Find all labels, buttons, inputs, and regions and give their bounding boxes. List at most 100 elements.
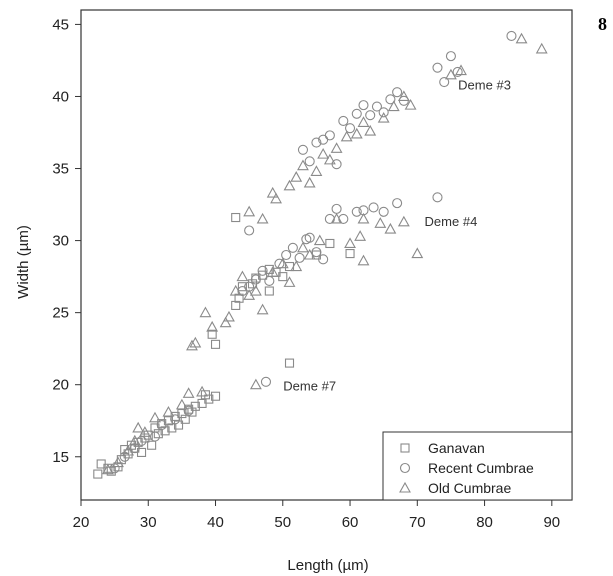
- data-point: [324, 213, 335, 225]
- data-point: [365, 110, 376, 121]
- data-point: [371, 101, 382, 112]
- data-point: [345, 249, 355, 259]
- data-point: [445, 51, 456, 62]
- data-point: [432, 192, 443, 203]
- data-point: [128, 434, 141, 446]
- data-point: [138, 426, 151, 437]
- x-tick-label: 50: [274, 514, 291, 531]
- data-point: [357, 254, 370, 266]
- data-point: [237, 282, 247, 292]
- data-point: [180, 414, 190, 424]
- legend-marker: [399, 481, 411, 493]
- series-old-cumbrae: [101, 32, 548, 475]
- data-point: [147, 440, 157, 450]
- data-point: [256, 212, 269, 224]
- data-point: [231, 300, 241, 310]
- data-point: [384, 222, 397, 234]
- data-point: [344, 237, 356, 249]
- data-point: [344, 123, 356, 134]
- data-point: [167, 423, 177, 433]
- data-point: [153, 429, 163, 439]
- data-point: [297, 144, 309, 155]
- data-point: [281, 249, 292, 261]
- y-tick-label: 45: [52, 16, 69, 33]
- data-points: [93, 30, 548, 479]
- data-point: [244, 225, 255, 236]
- x-tick-label: 20: [73, 514, 90, 531]
- data-point: [297, 241, 309, 253]
- data-point: [264, 286, 274, 296]
- data-point: [515, 32, 528, 44]
- data-point: [317, 147, 330, 159]
- data-point: [303, 176, 316, 188]
- data-point: [290, 171, 303, 182]
- legend-label: Ganavan: [428, 440, 485, 456]
- x-tick-label: 80: [476, 514, 493, 531]
- data-point: [311, 137, 322, 148]
- data-point: [204, 394, 214, 404]
- annotations: Deme #3 Deme #4 Deme #7: [283, 77, 511, 393]
- data-point: [266, 266, 279, 277]
- data-point: [350, 127, 363, 139]
- data-point: [256, 303, 269, 315]
- data-point: [149, 411, 161, 423]
- y-tick-label: 25: [52, 305, 69, 322]
- data-point: [354, 230, 367, 241]
- data-point: [219, 316, 232, 328]
- data-point: [223, 310, 235, 322]
- data-point: [331, 203, 342, 214]
- data-point: [249, 378, 262, 390]
- data-point: [199, 306, 212, 318]
- data-point: [330, 142, 343, 153]
- data-point: [378, 206, 389, 217]
- data-point: [283, 179, 296, 191]
- data-point: [506, 30, 517, 41]
- data-point: [432, 62, 443, 73]
- data-point: [250, 274, 261, 285]
- data-point: [377, 111, 390, 123]
- data-point: [294, 252, 305, 263]
- x-tick-label: 40: [207, 514, 224, 531]
- data-point: [444, 68, 457, 80]
- data-point: [182, 387, 195, 398]
- data-point: [404, 98, 417, 110]
- data-point: [229, 284, 242, 296]
- plot-border: [80, 9, 573, 501]
- data-point: [173, 420, 184, 430]
- data-point: [304, 232, 315, 243]
- data-point: [535, 42, 548, 54]
- data-point: [357, 212, 370, 224]
- data-point: [136, 447, 147, 457]
- deme-annotation: Deme #4: [425, 214, 478, 229]
- data-point: [374, 217, 387, 228]
- data-point: [183, 405, 194, 416]
- data-point: [311, 247, 322, 258]
- data-point: [236, 270, 249, 282]
- data-point: [411, 247, 424, 259]
- data-point: [310, 165, 323, 176]
- data-point: [290, 260, 303, 272]
- data-point: [351, 206, 362, 217]
- data-point: [325, 238, 335, 249]
- data-point: [338, 115, 349, 127]
- data-point: [143, 430, 153, 440]
- data-point: [266, 186, 279, 198]
- data-point: [160, 426, 170, 436]
- data-point: [283, 276, 296, 287]
- y-axis-title: Width (µm): [15, 225, 32, 299]
- y-axis: 15 20 25 30 35 40 45: [52, 16, 81, 466]
- x-tick-label: 90: [543, 514, 560, 531]
- legend-box: [382, 431, 573, 501]
- data-point: [264, 275, 275, 286]
- data-point: [330, 212, 343, 224]
- legend-marker: [399, 462, 411, 474]
- data-point: [378, 107, 389, 118]
- data-point: [101, 463, 114, 475]
- data-point: [175, 398, 188, 410]
- data-point: [392, 198, 403, 209]
- data-point: [231, 212, 241, 223]
- data-point: [439, 77, 450, 88]
- data-point: [210, 391, 221, 401]
- data-point: [278, 272, 288, 282]
